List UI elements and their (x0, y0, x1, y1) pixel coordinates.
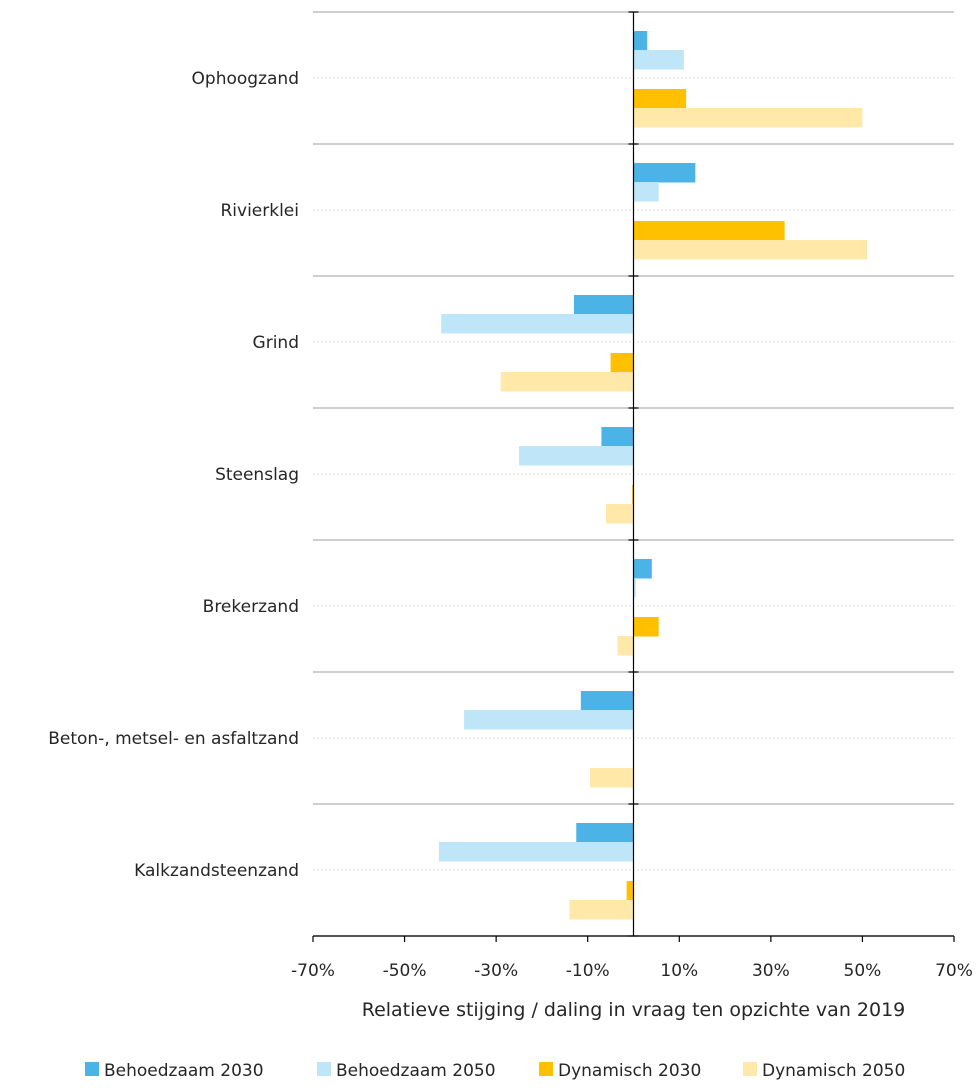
legend-label: Dynamisch 2050 (762, 1061, 905, 1081)
category-label: Ophoogzand (192, 69, 299, 89)
bar (633, 559, 652, 579)
bar (633, 578, 636, 598)
category-label: Beton-, metsel- en asfaltzand (48, 729, 299, 749)
x-tick-label: -50% (383, 961, 427, 981)
legend-item: Behoedzaam 2030 (85, 1061, 264, 1081)
bar (633, 108, 863, 128)
category-label: Grind (253, 333, 299, 353)
legend-item: Behoedzaam 2050 (317, 1061, 496, 1081)
bars (438, 31, 868, 920)
bar (633, 31, 648, 51)
legend-label: Behoedzaam 2030 (104, 1061, 264, 1081)
bar (633, 221, 785, 241)
legend-label: Dynamisch 2030 (558, 1061, 701, 1081)
legend-swatch (539, 1062, 553, 1076)
x-tick-label: -70% (291, 961, 335, 981)
legend-item: Dynamisch 2050 (743, 1061, 905, 1081)
x-tick-label: 70% (935, 961, 973, 981)
legend-label: Behoedzaam 2050 (336, 1061, 496, 1081)
x-tick-labels: -70% -50% -30% -10% 10% 30% 50% 70% (291, 961, 973, 981)
bar (576, 823, 634, 843)
bar (580, 691, 634, 711)
bar (441, 314, 634, 334)
bar (633, 182, 659, 202)
category-label: Kalkzandsteenzand (134, 861, 299, 881)
x-tick-label: 50% (844, 961, 882, 981)
bar (632, 485, 634, 505)
category-label: Rivierklei (220, 201, 299, 221)
x-tick-label: 30% (752, 961, 790, 981)
bar (610, 353, 634, 373)
bar (633, 50, 684, 70)
bar (590, 768, 634, 788)
x-tick-label: 10% (660, 961, 698, 981)
legend-item: Dynamisch 2030 (539, 1061, 701, 1081)
bar (633, 240, 868, 260)
x-tick-label: -10% (566, 961, 610, 981)
bar (464, 710, 634, 730)
bar (438, 842, 634, 862)
bar (601, 427, 634, 447)
legend-swatch (317, 1062, 331, 1076)
axes (312, 11, 955, 942)
bar (569, 900, 634, 920)
bar (633, 163, 696, 183)
bar (606, 504, 634, 524)
category-labels: Ophoogzand Rivierklei Grind Steenslag Breker… (48, 69, 299, 881)
bar (573, 295, 634, 315)
bar (617, 636, 634, 656)
bar (519, 446, 634, 466)
bar (633, 89, 687, 109)
x-tick-label: -30% (474, 961, 518, 981)
category-label: Brekerzand (203, 597, 299, 617)
bar (633, 617, 659, 637)
x-axis-title: Relatieve stijging / daling in vraag ten… (362, 999, 906, 1021)
legend-swatch (85, 1062, 99, 1076)
bar (626, 881, 634, 901)
legend: Behoedzaam 2030 Behoedzaam 2050 Dynamisch … (85, 1061, 905, 1081)
bar (500, 372, 634, 392)
legend-swatch (743, 1062, 757, 1076)
category-label: Steenslag (215, 465, 299, 485)
